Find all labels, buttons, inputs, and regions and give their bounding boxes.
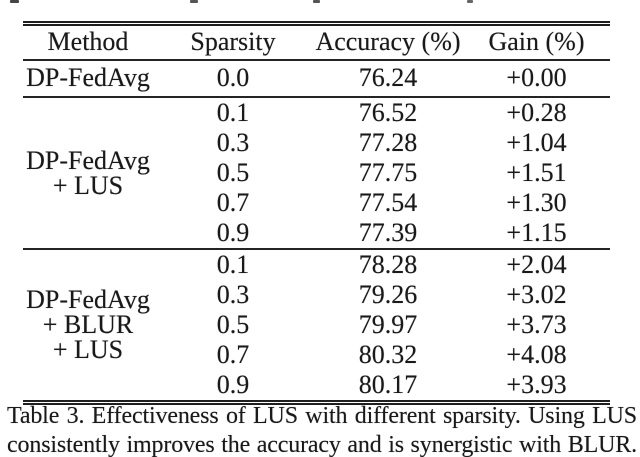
table-row: DP-FedAvg + BLUR + LUS 0.1 78.28 +2.04: [23, 249, 610, 363]
column-header-accuracy: Accuracy (%): [315, 27, 461, 57]
column-header-gain: Gain (%): [488, 27, 585, 57]
cropped-text-artifact: [467, 0, 473, 3]
accuracy-cell: 76.24: [358, 63, 418, 92]
sparsity-cell: 0.5: [216, 309, 250, 339]
gain-cell: +1.30: [506, 187, 567, 217]
table-row: 0.9 77.39 +1.15: [23, 218, 610, 249]
column-header-sparsity: Sparsity: [190, 27, 276, 57]
method-line: + LUS: [52, 170, 124, 200]
gain-cell: +3.93: [506, 369, 567, 399]
gain-cell: +1.15: [506, 217, 567, 247]
table-row: DP-FedAvg 0.0 76.24 +0.00: [23, 60, 610, 97]
accuracy-cell: 80.32: [358, 339, 418, 369]
gain-cell: +2.04: [506, 249, 567, 279]
table-row: 0.7 80.32 +4.08: [23, 340, 610, 370]
cropped-text-artifact: [190, 0, 198, 3]
method-cell: DP-FedAvg + BLUR + LUS: [23, 249, 153, 403]
method-cell: DP-FedAvg + LUS: [23, 97, 153, 249]
sparsity-cell: 0.0: [216, 63, 250, 92]
method-line: DP-FedAvg: [26, 145, 150, 175]
accuracy-cell: 80.17: [358, 369, 418, 399]
accuracy-cell: 77.54: [358, 187, 418, 217]
gain-cell: +0.28: [506, 97, 567, 127]
gain-cell: +4.08: [506, 339, 567, 369]
sparsity-cell: 0.1: [216, 249, 250, 279]
table-caption: Table 3. Effectiveness of LUS with diffe…: [7, 402, 637, 457]
accuracy-cell: 77.28: [358, 127, 418, 157]
accuracy-cell: 76.52: [358, 97, 418, 127]
table-header: Method Sparsity Accuracy (%) Gain (%): [23, 24, 610, 60]
gain-cell: +1.04: [506, 127, 567, 157]
table-row: 0.3 79.26 +3.02: [23, 280, 610, 310]
table-row: DP-FedAvg + LUS 0.1 76.52 +0.28: [23, 97, 610, 199]
sparsity-cell: 0.3: [216, 127, 250, 157]
method-cell: DP-FedAvg: [26, 63, 150, 92]
accuracy-cell: 77.39: [358, 217, 418, 247]
table-row: 0.7 77.54 +1.30: [23, 188, 610, 218]
sparsity-cell: 0.7: [216, 339, 250, 369]
accuracy-cell: 79.26: [358, 279, 418, 309]
gain-cell: +1.51: [506, 157, 567, 187]
method-line: + BLUR: [42, 310, 134, 339]
lus-section: DP-FedAvg + LUS 0.1 76.52 +0.28 0.3 77.2…: [23, 97, 610, 249]
accuracy-cell: 78.28: [358, 249, 418, 279]
method-line: + LUS: [52, 335, 124, 364]
header-row: Method Sparsity Accuracy (%) Gain (%): [23, 24, 610, 60]
sparsity-cell: 0.9: [216, 369, 250, 399]
sparsity-cell: 0.7: [216, 187, 250, 217]
method-line: DP-FedAvg: [26, 285, 150, 314]
table-row: 0.3 77.28 +1.04: [23, 128, 610, 158]
sparsity-cell: 0.3: [216, 279, 250, 309]
gain-cell: +3.73: [506, 309, 567, 339]
gain-cell: +0.00: [506, 63, 567, 92]
sparsity-cell: 0.9: [216, 217, 250, 247]
sparsity-cell: 0.5: [216, 157, 250, 187]
table-row: 0.5 77.75 +1.51: [23, 158, 610, 188]
caption-line: consistently improves the accuracy and i…: [7, 432, 637, 457]
column-header-method: Method: [47, 27, 129, 57]
table-row: 0.5 79.97 +3.73: [23, 310, 610, 340]
baseline-section: DP-FedAvg 0.0 76.24 +0.00: [23, 60, 610, 97]
results-table: Method Sparsity Accuracy (%) Gain (%) DP…: [23, 21, 610, 405]
accuracy-cell: 77.75: [358, 157, 418, 187]
sparsity-cell: 0.1: [216, 97, 250, 127]
cropped-text-artifact: [10, 0, 19, 3]
blur-lus-section: DP-FedAvg + BLUR + LUS 0.1 78.28 +2.04 0…: [23, 249, 610, 403]
gain-cell: +3.02: [506, 279, 567, 309]
cropped-text-artifact: [313, 0, 320, 3]
table-row: 0.9 80.17 +3.93: [23, 370, 610, 403]
caption-line: Table 3. Effectiveness of LUS with diffe…: [7, 403, 637, 429]
accuracy-cell: 79.97: [358, 309, 418, 339]
